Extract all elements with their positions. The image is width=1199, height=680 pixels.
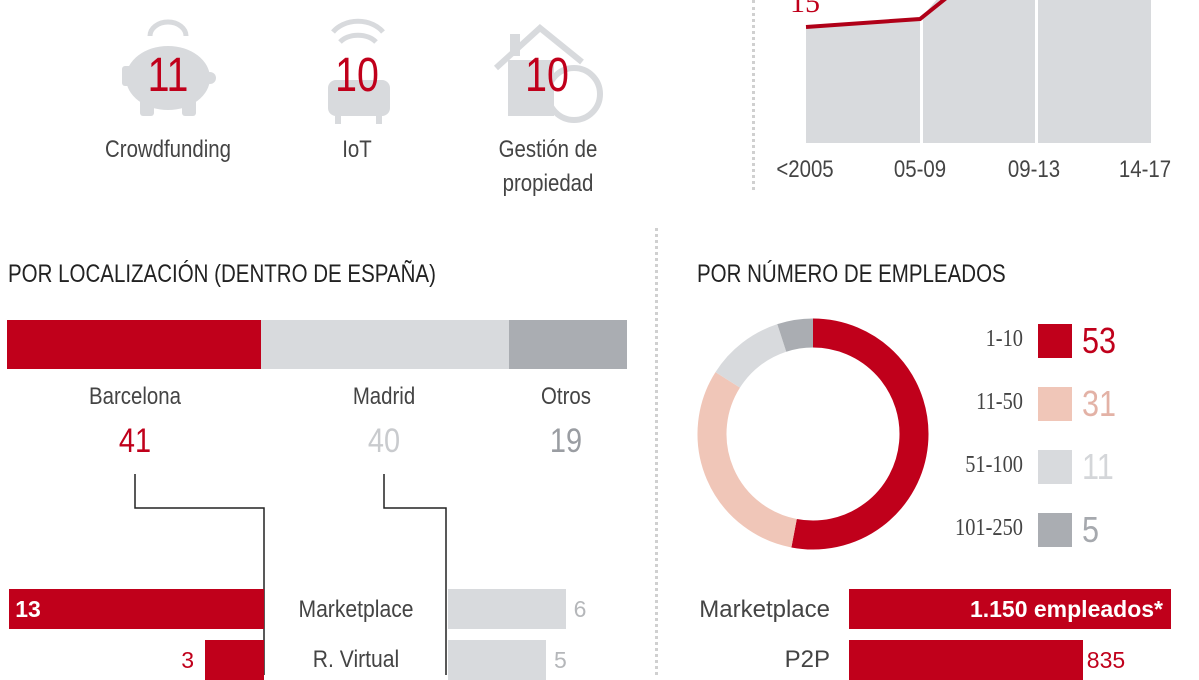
iot-count: 10 — [335, 49, 379, 102]
connector-madrid — [383, 474, 447, 675]
bar-madrid-value-0: 6 — [573, 596, 587, 622]
iot-label: IoT — [342, 136, 372, 163]
legend-label-11-50: 11-50 — [976, 389, 1023, 415]
location-segment-barcelona — [7, 320, 262, 369]
emp-bar-value-0: 1.150 empleados* — [969, 596, 1163, 622]
area-x-tick-3: 14-17 — [1118, 156, 1172, 183]
area-column-0 — [806, 0, 920, 143]
location-label-madrid: Madrid — [352, 383, 416, 410]
bar-barcelona-value-0: 13 — [15, 596, 41, 622]
crowdfunding-count: 11 — [147, 49, 189, 102]
location-section-title: POR LOCALIZACIÓN (DENTRO DE ESPAÑA) — [8, 260, 436, 288]
area-line — [805, 0, 947, 29]
location-value-otros: 19 — [549, 422, 583, 460]
emp-bar-1 — [849, 640, 1083, 680]
property-label-line1: Gestión de — [498, 136, 598, 163]
emp-bar-0 — [849, 589, 1171, 629]
bar-barcelona-value-1: 3 — [181, 647, 194, 673]
legend-value-11-50: 31 — [1082, 383, 1117, 424]
bar-barcelona-1 — [205, 640, 264, 680]
legend-value-51-100: 11 — [1082, 446, 1114, 487]
bar-madrid-0 — [448, 589, 566, 629]
butterfly-label-rvirtual: R. Virtual — [312, 646, 400, 673]
donut-slice-101-250 — [777, 318, 814, 352]
area-x-tick-2: 09-13 — [1007, 156, 1061, 183]
area-column-1 — [923, 0, 1035, 143]
location-segment-otros — [509, 320, 627, 369]
legend-value-1-10: 53 — [1082, 320, 1117, 361]
bar-barcelona-0 — [9, 589, 264, 629]
emp-bar-label-marketplace: Marketplace — [699, 596, 830, 623]
location-value-madrid: 40 — [367, 422, 401, 460]
legend-swatch-101-250 — [1038, 513, 1072, 547]
legend-label-101-250: 101-250 — [955, 515, 1023, 541]
area-first-label: 15 — [790, 0, 820, 19]
butterfly-label-marketplace: Marketplace — [298, 596, 414, 623]
area-x-tick-0: <2005 — [776, 156, 834, 183]
bar-madrid-value-1: 5 — [554, 647, 567, 673]
location-value-barcelona: 41 — [118, 422, 152, 460]
emp-bar-label-p2p: P2P — [784, 646, 830, 673]
legend-swatch-1-10 — [1038, 324, 1072, 358]
property-label-line2: propiedad — [502, 170, 594, 197]
property-count: 10 — [525, 49, 569, 102]
divider-middle — [655, 228, 658, 675]
donut-slice-51-100 — [715, 324, 787, 389]
location-label-otros: Otros — [541, 383, 591, 410]
area-mask — [806, 0, 945, 27]
crowdfunding-label: Crowdfunding — [105, 136, 231, 163]
area-x-tick-1: 05-09 — [893, 156, 947, 183]
location-segment-madrid — [261, 320, 510, 369]
legend-swatch-51-100 — [1038, 450, 1072, 484]
location-label-barcelona: Barcelona — [89, 383, 181, 410]
bar-madrid-1 — [448, 640, 546, 680]
legend-label-51-100: 51-100 — [965, 452, 1023, 478]
area-column-2 — [1038, 0, 1151, 143]
divider-top-right — [752, 0, 755, 190]
legend-label-1-10: 1-10 — [985, 326, 1023, 352]
legend-swatch-11-50 — [1038, 387, 1072, 421]
employees-section-title: POR NÚMERO DE EMPLEADOS — [697, 260, 1006, 288]
donut-slice-11-50 — [697, 372, 798, 548]
legend-value-101-250: 5 — [1082, 509, 1100, 550]
donut-slice-1-10 — [791, 318, 929, 550]
emp-bar-value-1: 835 — [1086, 647, 1126, 673]
